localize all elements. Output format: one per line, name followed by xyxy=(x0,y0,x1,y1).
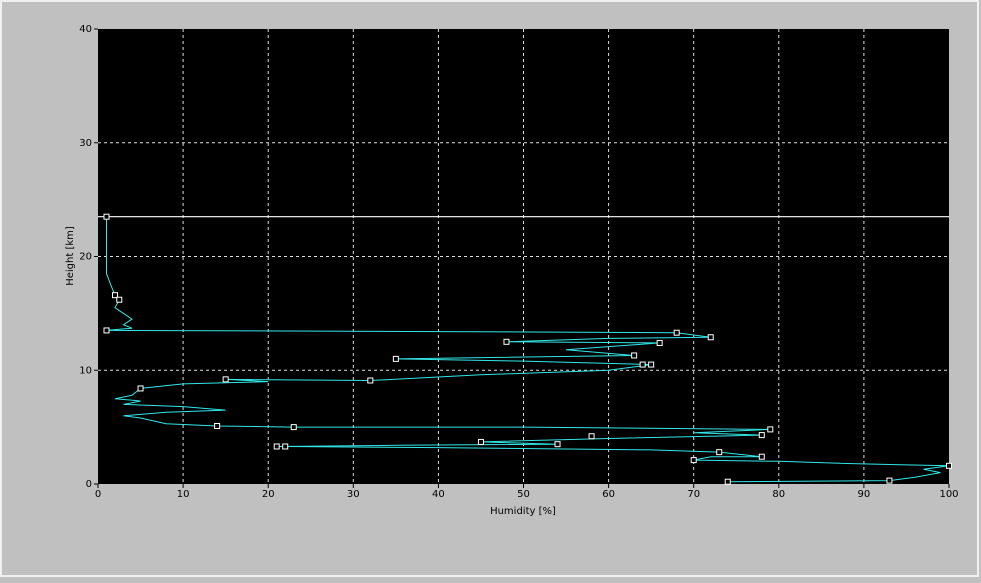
marker xyxy=(767,426,774,433)
marker xyxy=(707,334,714,341)
y-axis-label: Height [km] xyxy=(65,226,76,286)
marker xyxy=(886,477,893,484)
marker xyxy=(656,339,663,346)
data-line xyxy=(106,216,950,483)
y-tick-label: 20 xyxy=(79,252,92,263)
marker xyxy=(214,422,221,429)
marker xyxy=(690,457,697,464)
y-tick-label: 30 xyxy=(79,138,92,149)
x-tick-label: 10 xyxy=(177,489,190,500)
marker xyxy=(222,376,229,383)
marker xyxy=(758,432,765,439)
marker xyxy=(137,385,144,392)
x-axis-label: Humidity [%] xyxy=(490,506,556,517)
marker xyxy=(588,433,595,440)
marker xyxy=(648,361,655,368)
marker xyxy=(392,355,399,362)
y-tick-label: 10 xyxy=(79,365,92,376)
x-tick-label: 40 xyxy=(432,489,445,500)
x-tick-label: 70 xyxy=(687,489,700,500)
marker xyxy=(290,424,297,431)
y-tick-label: 40 xyxy=(79,24,92,35)
marker xyxy=(103,213,110,220)
marker xyxy=(112,292,119,299)
marker xyxy=(103,327,110,334)
x-tick-label: 100 xyxy=(939,489,958,500)
marker xyxy=(273,443,280,450)
marker xyxy=(946,462,952,469)
marker xyxy=(724,478,731,485)
x-tick-label: 80 xyxy=(772,489,785,500)
x-tick-label: 30 xyxy=(347,489,360,500)
marker xyxy=(367,377,374,384)
marker xyxy=(503,338,510,345)
marker xyxy=(282,443,289,450)
marker xyxy=(758,453,765,460)
y-tick-label: 0 xyxy=(86,479,92,490)
marker xyxy=(477,438,484,445)
x-tick-label: 90 xyxy=(858,489,871,500)
marker xyxy=(631,352,638,359)
x-tick-label: 0 xyxy=(95,489,101,500)
marker xyxy=(639,361,646,368)
marker xyxy=(716,449,723,456)
x-tick-label: 50 xyxy=(517,489,530,500)
marker xyxy=(554,441,561,448)
x-tick-label: 20 xyxy=(262,489,275,500)
marker xyxy=(673,329,680,336)
x-tick-label: 60 xyxy=(602,489,615,500)
marker xyxy=(116,296,123,303)
